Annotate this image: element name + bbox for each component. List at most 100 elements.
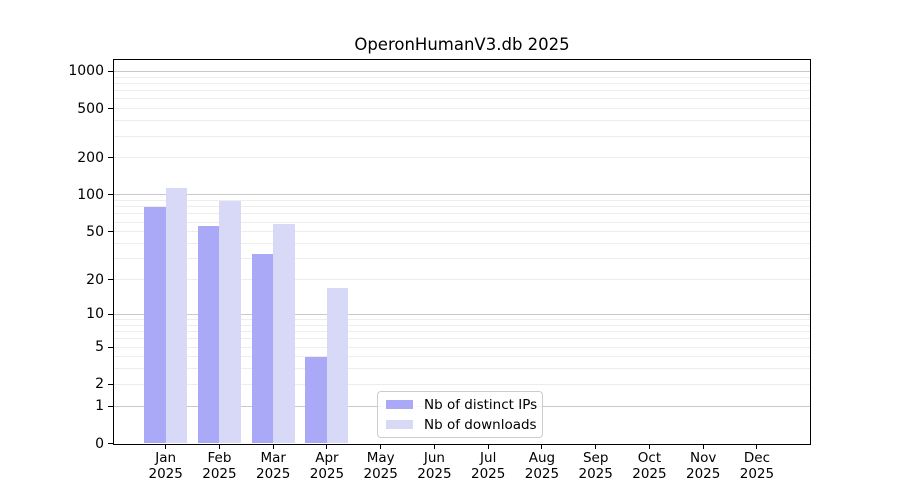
x-tick-month: Aug [528, 449, 556, 466]
x-tick-mark [648, 444, 650, 449]
minor-gridline [114, 98, 810, 100]
y-tick-label: 1000 [68, 63, 104, 80]
x-tick-year: 2025 [524, 466, 560, 482]
x-tick-mark [272, 444, 274, 449]
x-tick-label: Aug 2025 [514, 450, 570, 483]
minor-gridline [114, 324, 810, 326]
x-tick-year: 2025 [739, 466, 775, 482]
x-tick-label: Jun 2025 [406, 450, 462, 483]
x-tick-month: Jun [423, 449, 445, 466]
minor-gridline [114, 231, 810, 233]
x-tick-year: 2025 [202, 466, 237, 482]
minor-gridline [114, 346, 810, 348]
minor-gridline [114, 221, 810, 223]
y-tick-mark [108, 70, 113, 72]
minor-gridline [114, 76, 810, 78]
x-tick-mark [541, 444, 543, 449]
x-tick-mark [756, 444, 758, 449]
chart-title: OperonHumanV3.db 2025 [354, 35, 570, 54]
y-tick-label: 1 [95, 398, 104, 415]
x-tick-month: Dec [743, 449, 770, 466]
major-gridline [114, 313, 810, 315]
legend-label-distinct-ips: Nb of distinct IPs [424, 396, 538, 413]
minor-gridline [114, 319, 810, 320]
minor-gridline [114, 120, 810, 122]
x-tick-month: Oct [637, 449, 662, 466]
y-tick-mark [108, 279, 113, 281]
x-tick-label: Mar 2025 [245, 450, 301, 483]
legend-item-distinct-ips: Nb of distinct IPs [386, 395, 538, 415]
y-tick-mark [108, 108, 113, 110]
y-tick-label: 50 [86, 223, 104, 240]
minor-gridline [114, 200, 810, 202]
x-tick-year: 2025 [417, 466, 452, 482]
y-tick-mark [108, 405, 113, 407]
bar-downloads [165, 187, 188, 444]
x-tick-year: 2025 [363, 466, 398, 482]
x-tick-label: Jul 2025 [460, 450, 516, 483]
bar-downloads [273, 223, 295, 444]
x-tick-month: Jul [480, 449, 497, 466]
minor-gridline [114, 206, 810, 208]
minor-gridline [114, 90, 810, 92]
x-tick-mark [433, 444, 435, 449]
bar-downloads [219, 200, 241, 444]
x-tick-mark [218, 444, 220, 449]
minor-gridline [114, 157, 810, 159]
y-tick-label: 20 [86, 271, 104, 288]
x-tick-label: May 2025 [353, 450, 409, 483]
x-tick-month: Apr [315, 449, 339, 466]
legend-swatch-distinct-ips-icon [386, 400, 413, 409]
x-tick-label: Oct 2025 [621, 450, 677, 483]
bar-distinct-ips [251, 253, 274, 444]
y-tick-mark [108, 157, 113, 159]
y-tick-label: 0 [95, 435, 104, 452]
x-tick-year: 2025 [578, 466, 613, 482]
y-tick-label: 100 [77, 186, 104, 203]
x-tick-label: Nov 2025 [675, 450, 731, 483]
minor-gridline [114, 383, 810, 385]
y-tick-mark [108, 313, 113, 315]
x-tick-month: Jan [155, 449, 177, 466]
x-tick-month: Nov [690, 449, 717, 466]
y-tick-mark [108, 231, 113, 233]
x-tick-label: Sep 2025 [568, 450, 624, 483]
minor-gridline [114, 279, 810, 281]
minor-gridline [114, 331, 810, 333]
major-gridline [114, 194, 810, 196]
y-tick-label: 500 [77, 100, 104, 117]
bar-distinct-ips [144, 206, 166, 444]
legend-item-downloads: Nb of downloads [386, 415, 537, 435]
bar-distinct-ips [197, 225, 220, 444]
minor-gridline [114, 338, 810, 340]
x-tick-month: May [366, 449, 395, 466]
x-tick-mark [702, 444, 704, 449]
minor-gridline [114, 108, 810, 110]
y-tick-mark [108, 443, 113, 444]
x-tick-label: Jan 2025 [138, 450, 194, 483]
y-tick-label: 200 [77, 149, 104, 166]
y-tick-mark [108, 383, 113, 385]
x-tick-year: 2025 [256, 466, 291, 482]
minor-gridline [114, 368, 810, 370]
y-tick-mark [108, 194, 113, 196]
x-tick-year: 2025 [471, 466, 506, 482]
minor-gridline [114, 135, 810, 137]
legend-label-downloads: Nb of downloads [424, 416, 537, 433]
x-tick-year: 2025 [148, 466, 183, 482]
legend: Nb of distinct IPs Nb of downloads [377, 391, 543, 438]
x-tick-year: 2025 [686, 466, 721, 482]
x-tick-mark [326, 444, 328, 449]
x-tick-year: 2025 [632, 466, 667, 482]
x-tick-mark [380, 444, 382, 449]
y-tick-label: 2 [95, 376, 104, 393]
minor-gridline [114, 258, 810, 260]
x-tick-label: Apr 2025 [299, 450, 355, 483]
bar-downloads [326, 287, 349, 444]
minor-gridline [114, 356, 810, 358]
x-tick-mark [595, 444, 597, 449]
x-tick-label: Dec 2025 [729, 450, 785, 483]
x-tick-mark [165, 444, 167, 449]
legend-swatch-downloads-icon [386, 420, 413, 429]
